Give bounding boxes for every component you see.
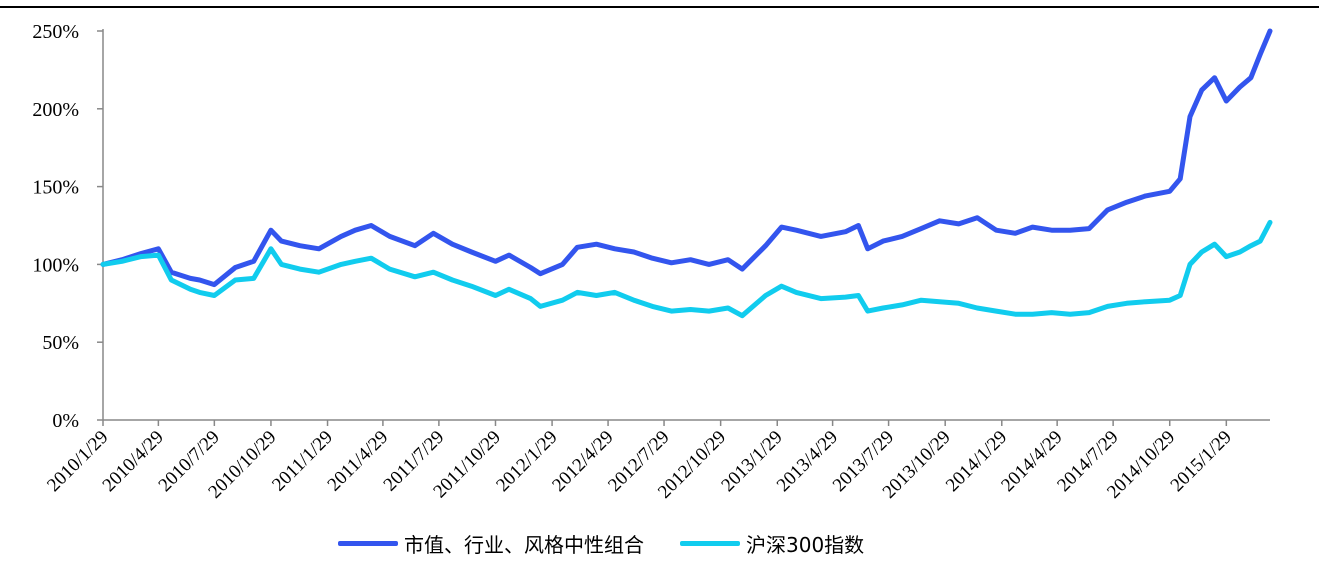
series-line-hs300 <box>100 219 1273 319</box>
x-tick-label: 2013/4/29 <box>773 427 842 496</box>
x-tick-label: 2012/4/29 <box>548 427 617 496</box>
x-tick-label: 2011/4/29 <box>324 427 393 496</box>
legend-swatch-portfolio <box>338 540 398 546</box>
legend-item-hs300: 沪深300指数 <box>680 529 864 558</box>
legend-item-portfolio: 市值、行业、风格中性组合 <box>338 529 644 558</box>
legend-label-hs300: 沪深300指数 <box>746 532 865 557</box>
x-tick-label: 2012/1/29 <box>492 427 561 496</box>
legend-label-portfolio: 市值、行业、风格中性组合 <box>404 532 644 557</box>
x-tick-label: 2015/1/29 <box>1167 427 1236 496</box>
y-tick-label: 100% <box>32 254 79 276</box>
y-tick-label: 250% <box>32 21 79 43</box>
line-chart: 0% 50% 100% 150% 200% 250% 2010/1/292010/4/29… <box>32 21 1273 503</box>
y-tick-label: 50% <box>42 332 79 354</box>
legend-swatch-hs300 <box>680 540 740 546</box>
x-axis: 2010/1/292010/4/292010/7/292010/10/29201… <box>43 419 1270 503</box>
y-tick-label: 150% <box>32 177 79 199</box>
series-layer <box>100 28 1273 319</box>
y-tick-label: 0% <box>52 410 79 432</box>
legend: 市值、行业、风格中性组合 沪深300指数 <box>338 528 900 558</box>
x-tick-label: 2014/4/29 <box>997 427 1066 496</box>
series-line-portfolio <box>100 28 1273 288</box>
y-axis: 0% 50% 100% 150% 200% 250% <box>32 21 104 432</box>
top-rule <box>0 6 1319 8</box>
y-tick-label: 200% <box>32 99 79 121</box>
x-tick-label: 2010/4/29 <box>99 427 168 496</box>
